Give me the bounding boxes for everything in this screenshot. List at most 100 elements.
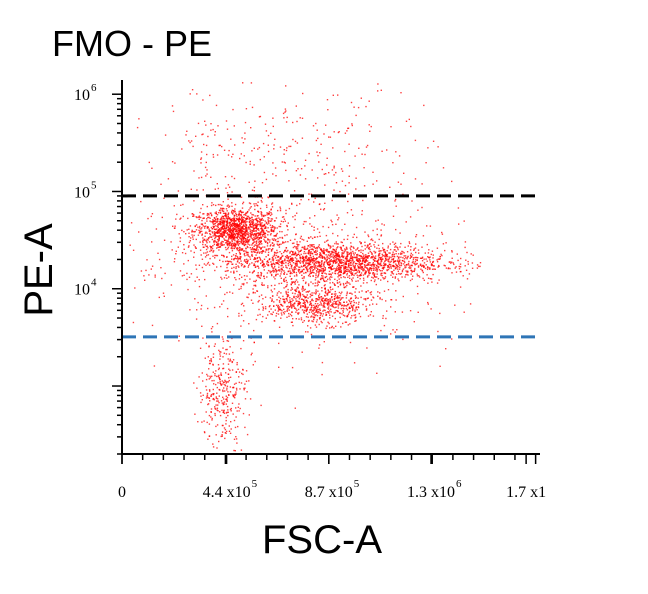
data-point [377,83,379,85]
data-point [229,229,231,231]
data-point [322,310,324,312]
data-point [340,265,343,267]
data-point [276,292,279,294]
data-point [310,294,312,297]
data-point [208,237,210,240]
data-point [343,267,345,269]
data-point [260,275,262,277]
data-point [253,238,255,240]
data-point [344,250,346,252]
data-point [392,265,394,267]
data-point [323,256,325,258]
data-point [296,275,298,277]
data-point [383,290,386,292]
data-point [220,229,222,231]
data-point [203,217,205,219]
data-point [453,263,455,266]
data-point [358,260,361,262]
data-point [219,219,221,221]
data-point [306,301,309,304]
data-point [218,230,221,233]
data-point [309,246,311,248]
data-point [242,211,244,213]
data-point [351,124,353,127]
data-point [219,382,221,384]
data-point [372,255,374,257]
data-point [219,414,222,417]
data-point [224,384,227,387]
data-point [220,400,223,402]
data-point [354,314,357,316]
data-point [290,145,292,148]
data-point [261,222,263,224]
data-point [132,249,135,251]
data-point [215,225,217,227]
data-point [355,296,357,298]
data-point [358,261,360,264]
data-point [322,267,324,270]
data-point [334,250,336,253]
data-point [236,363,238,366]
data-point [402,193,404,196]
data-point [259,158,261,161]
data-point [215,236,217,239]
data-point [238,227,240,229]
data-point [216,225,218,228]
data-point [328,300,330,303]
data-point [340,298,342,300]
data-point [285,279,287,282]
data-point [204,256,207,258]
data-point [303,289,305,291]
data-point [451,250,453,252]
data-point [258,256,260,259]
data-point [270,132,272,134]
data-point [221,226,224,228]
data-point [237,265,239,267]
data-point [430,308,432,310]
data-point [163,295,165,297]
data-point [396,329,398,331]
data-point [259,234,261,236]
data-point [411,261,414,264]
data-point [212,221,214,223]
data-point [236,255,239,258]
data-point [243,266,245,268]
data-point [189,141,191,144]
data-point [265,249,267,251]
data-point [259,246,261,249]
data-point [333,327,335,329]
data-point [308,193,310,195]
data-point [407,255,409,258]
data-point [307,263,310,265]
data-point [371,263,373,266]
data-point [335,257,337,259]
data-point [286,116,288,119]
data-point [204,120,206,122]
data-point [243,241,245,243]
data-point [332,261,334,263]
y-tick-label: 10 [74,282,90,299]
data-point [408,241,410,243]
data-point [357,276,359,278]
data-point [278,309,280,311]
data-point [327,306,330,308]
data-point [268,220,270,222]
data-point [438,279,440,281]
data-point [390,264,392,266]
data-point [214,373,216,375]
data-point [342,307,344,309]
data-point [410,125,412,128]
data-point [154,276,156,278]
data-point [282,241,284,243]
data-point [232,351,234,354]
data-point [331,265,334,267]
data-point [249,228,251,231]
data-point [220,223,222,226]
data-point [299,256,301,259]
data-point [302,257,305,259]
data-point [258,274,260,277]
data-point [305,220,307,223]
data-point [277,269,280,272]
data-point [225,380,227,383]
data-point [317,137,319,140]
